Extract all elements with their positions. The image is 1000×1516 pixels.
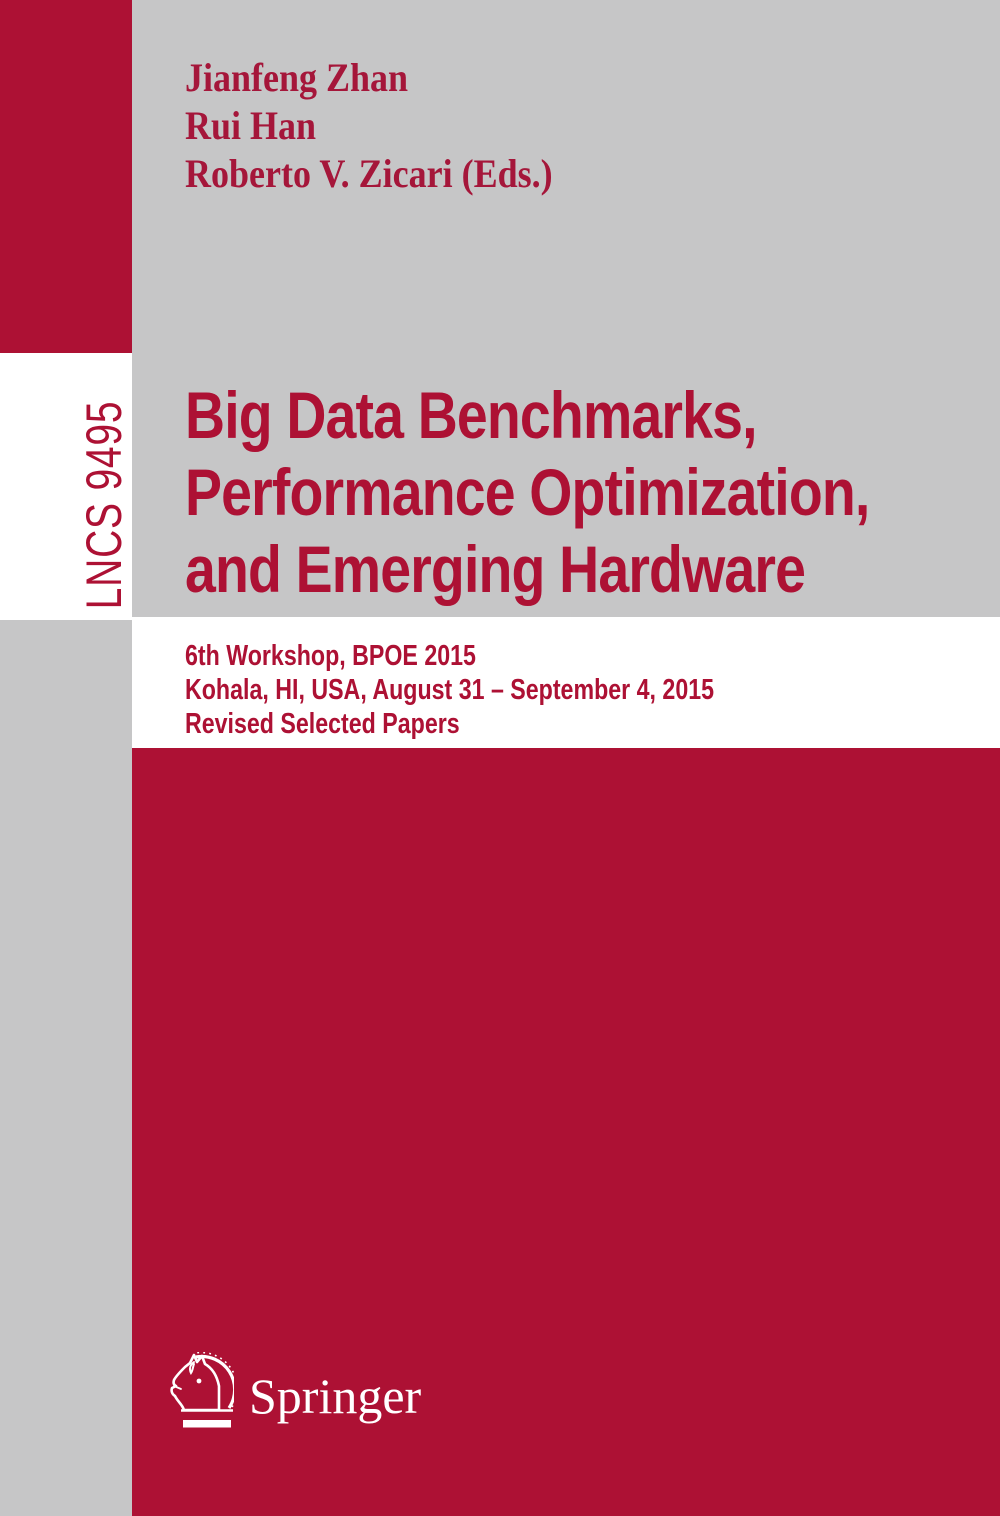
- workshop-info: 6th Workshop, BPOE 2015 Kohala, HI, USA,…: [185, 639, 714, 741]
- subtitle-line: 6th Workshop, BPOE 2015: [185, 640, 476, 672]
- title-line: Performance Optimization,: [185, 455, 870, 529]
- series-label: LNCS 9495: [76, 400, 132, 610]
- main-red-field: [132, 748, 1000, 1516]
- editors-block: Jianfeng Zhan Rui Han Roberto V. Zicari …: [185, 54, 553, 198]
- subtitle-line: Revised Selected Papers: [185, 708, 460, 740]
- title-line: and Emerging Hardware: [185, 532, 806, 606]
- editor-name: Roberto V. Zicari (Eds.): [185, 151, 553, 196]
- spine-gray-column: [0, 620, 132, 1516]
- publisher-wordmark: Springer: [249, 1368, 422, 1424]
- series-strip: [0, 353, 132, 620]
- subtitle-line: Kohala, HI, USA, August 31 – September 4…: [185, 674, 715, 706]
- title-line: Big Data Benchmarks,: [185, 378, 758, 452]
- subtitle-band: [132, 617, 1000, 748]
- book-title: Big Data Benchmarks, Performance Optimiz…: [185, 377, 870, 608]
- springer-horse-icon: [170, 1352, 234, 1428]
- editor-name: Jianfeng Zhan: [185, 55, 409, 100]
- corner-accent-block: [0, 0, 132, 353]
- editor-name: Rui Han: [185, 103, 317, 148]
